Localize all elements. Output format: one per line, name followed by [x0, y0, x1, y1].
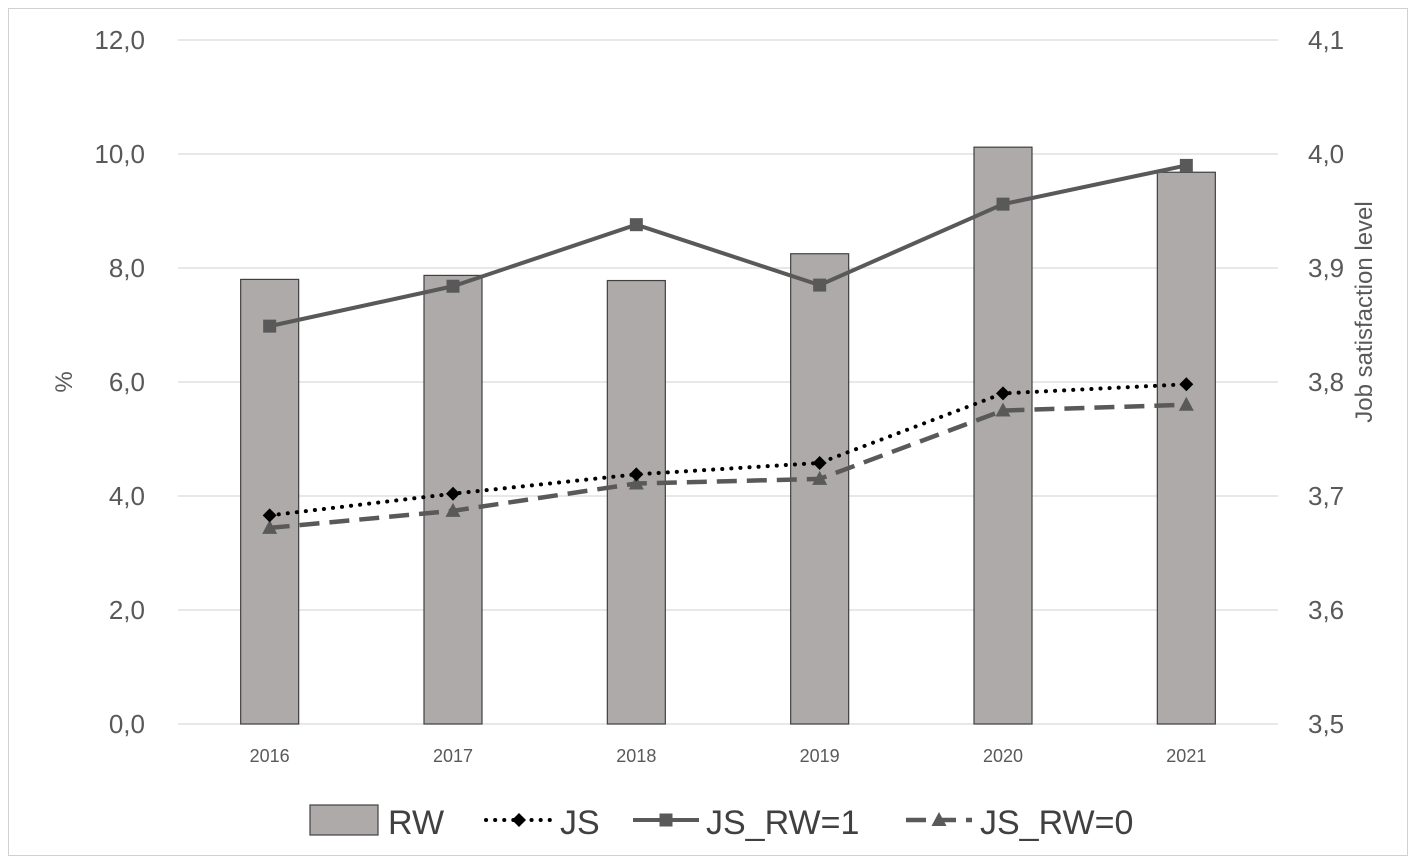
legend-label-js-rw-0: JS_RW=0 — [980, 804, 1133, 842]
legend-label-rw: RW — [388, 804, 444, 842]
y-left-tick-label: 10,0 — [94, 139, 145, 169]
line-js-rw-0 — [269, 402, 1187, 531]
marker-js-rw-0 — [628, 475, 644, 490]
marker-js-rw-1 — [263, 319, 277, 333]
marker-js-rw-0 — [445, 502, 461, 517]
marker-js-rw-0 — [812, 470, 828, 485]
y-left-tick-label: 12,0 — [94, 25, 145, 55]
marker-js — [812, 455, 827, 470]
marker-js — [446, 486, 460, 501]
y-right-tick-label: 4,0 — [1308, 139, 1344, 169]
x-tick-label: 2021 — [1166, 746, 1206, 766]
bar-rw — [240, 278, 300, 725]
marker-js — [1179, 377, 1194, 392]
y-left-axis-title: % — [51, 371, 78, 392]
bar-rw — [606, 279, 666, 725]
y-left-tick-label: 2,0 — [109, 595, 145, 625]
line-js — [267, 382, 1189, 518]
legend-label-js-rw-1: JS_RW=1 — [706, 804, 859, 842]
marker-js-rw-1 — [996, 197, 1010, 211]
marker-js-rw-0 — [262, 519, 278, 534]
legend-marker-js-rw-0 — [931, 812, 947, 826]
marker-js — [996, 386, 1010, 401]
y-right-tick-label: 3,6 — [1308, 595, 1344, 625]
marker-js-rw-1 — [1179, 158, 1193, 172]
x-tick-label: 2020 — [983, 746, 1023, 766]
marker-js-rw-0 — [1178, 396, 1194, 411]
marker-js-rw-0 — [995, 402, 1011, 417]
x-tick-label: 2018 — [616, 746, 656, 766]
y-right-tick-label: 3,8 — [1308, 367, 1344, 397]
marker-js — [262, 508, 277, 523]
marker-js-rw-1 — [446, 279, 460, 293]
legend-marker-js — [512, 813, 526, 827]
y-left-tick-label: 8,0 — [109, 253, 145, 283]
legend-label-js: JS — [560, 804, 600, 842]
marker-js-rw-1 — [813, 278, 827, 292]
line-js-rw-1 — [269, 163, 1187, 329]
y-right-tick-label: 3,5 — [1308, 709, 1344, 739]
x-tick-label: 2017 — [433, 746, 473, 766]
y-right-tick-label: 4,1 — [1308, 25, 1344, 55]
y-left-tick-label: 6,0 — [109, 367, 145, 397]
marker-js — [629, 467, 644, 482]
legend-swatch-rw — [309, 804, 379, 836]
y-right-axis-title: Job satisfaction level — [1351, 201, 1378, 422]
bar-rw — [973, 146, 1033, 725]
x-tick-label: 2016 — [250, 746, 290, 766]
x-tick-label: 2019 — [800, 746, 840, 766]
y-right-tick-label: 3,7 — [1308, 481, 1344, 511]
bar-rw — [790, 253, 850, 725]
bar-rw — [1156, 171, 1216, 725]
marker-js-rw-1 — [629, 218, 643, 232]
y-left-tick-label: 0,0 — [109, 709, 145, 739]
legend-marker-js-rw-1 — [659, 813, 673, 827]
y-right-tick-label: 3,9 — [1308, 253, 1344, 283]
y-left-tick-label: 4,0 — [109, 481, 145, 511]
